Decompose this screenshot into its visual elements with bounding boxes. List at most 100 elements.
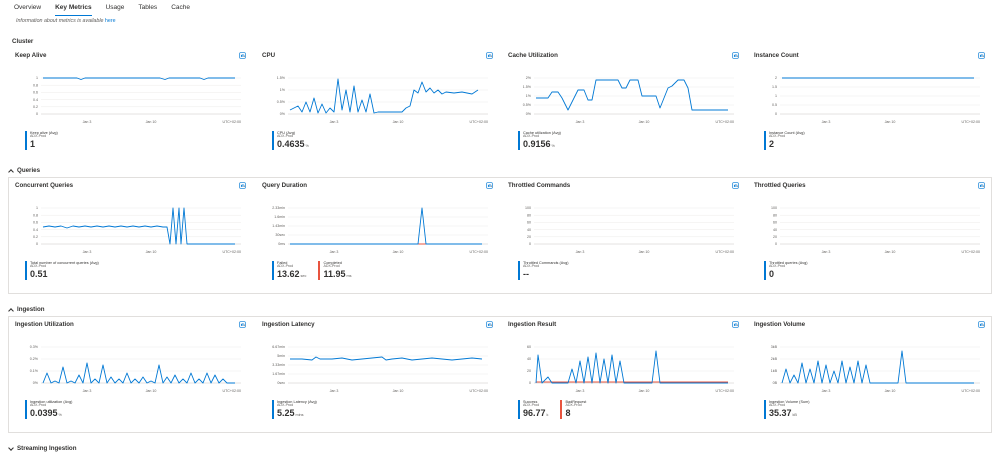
legend: Failed ADX-Prod 13.62sec Completed ADX-Prod 1…	[272, 261, 352, 281]
pin-to-dashboard-icon[interactable]	[978, 52, 985, 59]
pin-to-dashboard-icon[interactable]	[486, 52, 493, 59]
legend-color-bar	[272, 261, 274, 281]
y-tick-label: 1.6min	[274, 215, 285, 219]
x-tick-label: Jan 10	[393, 120, 404, 124]
y-tick-label: 0.2	[33, 235, 38, 239]
metric-chart: 100 80 60 40 20 0 Jan 3 Jan 10 UTC+02:00	[525, 206, 734, 254]
pin-to-dashboard-icon[interactable]	[239, 321, 246, 328]
legend-value: 0.9156%	[523, 139, 561, 150]
legend-value-unit: %	[551, 144, 555, 149]
legend-metric-name: Total number of concurrent queries (Avg)	[30, 261, 99, 265]
legend-value-number: 0.0395	[30, 408, 58, 419]
legend-item[interactable]: Total number of concurrent queries (Avg)…	[25, 261, 99, 281]
y-tick-label: 80	[527, 213, 531, 217]
card-title: Ingestion Volume	[754, 321, 806, 328]
y-tick-label: 0	[36, 112, 38, 116]
legend-metric-name: Throttled queries (Avg)	[769, 261, 808, 265]
legend-item[interactable]: Ingestion Latency (Avg) ADX-Prod 5.25mins	[272, 400, 317, 420]
tab-overview[interactable]: Overview	[14, 4, 42, 11]
chevron-up-icon	[8, 168, 14, 175]
pin-to-dashboard-icon[interactable]	[486, 182, 493, 189]
legend-value: 11.95ms	[323, 269, 351, 280]
card-instance-count: Instance Count 2 1.5 1 0.5 0 Jan 3 Jan 10 UTC+02…	[754, 52, 987, 164]
x-tick-label: UTC+02:00	[962, 250, 980, 254]
pin-to-dashboard-icon[interactable]	[239, 52, 246, 59]
section-queries-toggle[interactable]: Queries	[8, 167, 40, 175]
legend-item[interactable]: CPU (Avg) ADX-Prod 0.4635%	[272, 131, 309, 151]
x-tick-label: Jan 10	[885, 389, 896, 393]
section-ingestion-toggle[interactable]: Ingestion	[8, 306, 45, 314]
y-tick-label: 0ms	[278, 242, 285, 246]
legend-value: 8	[565, 408, 586, 419]
legend-metric-name: Ingestion Latency (Avg)	[277, 400, 317, 404]
pin-to-dashboard-icon[interactable]	[732, 52, 739, 59]
card-title: CPU	[262, 52, 276, 59]
legend-metric-name: BadRequest	[565, 400, 587, 404]
legend-value-unit: %	[305, 144, 309, 149]
legend-item[interactable]: Failed ADX-Prod 13.62sec	[272, 261, 306, 281]
card-title: Cache Utilization	[508, 52, 558, 59]
x-tick-label: UTC+02:00	[716, 250, 734, 254]
pin-to-dashboard-icon[interactable]	[732, 182, 739, 189]
y-tick-label: 0.5	[772, 103, 777, 107]
legend-value-number: 0	[769, 269, 775, 280]
legend-item[interactable]: Throttled Commands (Avg) ADX-Prod --	[518, 261, 569, 281]
legend-value: 5.25mins	[277, 408, 317, 419]
section-streaming-toggle[interactable]: Streaming Ingestion	[8, 444, 77, 452]
tab-key-metrics[interactable]: Key Metrics	[55, 4, 92, 16]
card-title: Throttled Queries	[754, 182, 806, 189]
y-tick-label: 1.5	[772, 85, 777, 89]
legend-item[interactable]: Ingestion utilization (Avg) ADX-Prod 0.039…	[25, 400, 72, 420]
legend: Total number of concurrent queries (Avg)…	[25, 261, 99, 281]
x-tick-label: UTC+02:00	[470, 250, 488, 254]
legend-value-number: 5.25	[277, 408, 295, 419]
legend-item[interactable]: Cache utilization (Avg) ADX-Prod 0.9156%	[518, 131, 561, 151]
x-tick-label: Jan 3	[330, 389, 339, 393]
legend-item[interactable]: Completed ADX-Prod 11.95ms	[318, 261, 352, 281]
legend-value-number: 8	[565, 408, 571, 419]
section-ingestion-title: Ingestion	[17, 306, 45, 313]
y-tick-label: 1	[36, 206, 38, 210]
tab-usage[interactable]: Usage	[105, 4, 125, 11]
tab-cache[interactable]: Cache	[171, 4, 190, 11]
pin-to-dashboard-icon[interactable]	[486, 321, 493, 328]
legend-value: 0.4635%	[277, 139, 309, 150]
x-tick-label: Jan 3	[330, 250, 339, 254]
legend-value-number: 1	[30, 139, 36, 150]
legend-value-unit: kB	[792, 413, 797, 418]
pin-to-dashboard-icon[interactable]	[239, 182, 246, 189]
y-tick-label: 0%	[526, 112, 532, 116]
legend-metric-name: Completed	[323, 261, 342, 265]
info-link[interactable]: here	[104, 18, 116, 24]
x-tick-label: UTC+02:00	[962, 120, 980, 124]
pin-to-dashboard-icon[interactable]	[978, 321, 985, 328]
pin-to-dashboard-icon[interactable]	[732, 321, 739, 328]
legend-item[interactable]: Instance Count (Avg) ADX-Prod 2	[764, 131, 805, 151]
x-tick-label: UTC+02:00	[962, 389, 980, 393]
legend-resource: ADX-Prod	[769, 403, 786, 408]
x-tick-label: Jan 3	[576, 250, 585, 254]
legend-item[interactable]: Keep alive (Avg) ADX-Prod 1	[25, 131, 58, 151]
card-ingestion-utilization: Ingestion Utilization 0.3% 0.2% 0.1% 0% Jan 3…	[15, 321, 248, 433]
x-tick-label: Jan 3	[822, 389, 831, 393]
ingestion-group-border	[8, 316, 992, 433]
legend-value: 0.51	[30, 269, 99, 280]
legend-value: 35.37kB	[769, 408, 810, 419]
legend-value-number: 96.77	[523, 408, 546, 419]
metric-series-line	[535, 350, 728, 384]
section-streaming-title: Streaming Ingestion	[17, 445, 77, 452]
legend-item[interactable]: Throttled queries (Avg) ADX-Prod 0	[764, 261, 808, 281]
y-tick-label: 2	[775, 76, 777, 80]
tab-tables[interactable]: Tables	[138, 4, 158, 11]
legend-metric-name: Cache utilization (Avg)	[523, 131, 561, 135]
legend-metric-name: Throttled Commands (Avg)	[523, 261, 569, 265]
legend-item[interactable]: Ingestion Volume (Sum) ADX-Prod 35.37kB	[764, 400, 810, 420]
y-tick-label: 1%	[280, 88, 286, 92]
legend-item[interactable]: BadRequest ADX-Prod 8	[560, 400, 587, 420]
y-tick-label: 20	[773, 235, 777, 239]
x-tick-label: Jan 10	[885, 120, 896, 124]
legend-item[interactable]: Success ADX-Prod 96.77k	[518, 400, 548, 420]
legend: Ingestion utilization (Avg) ADX-Prod 0.039…	[25, 400, 72, 420]
y-tick-label: 0	[36, 242, 38, 246]
pin-to-dashboard-icon[interactable]	[978, 182, 985, 189]
